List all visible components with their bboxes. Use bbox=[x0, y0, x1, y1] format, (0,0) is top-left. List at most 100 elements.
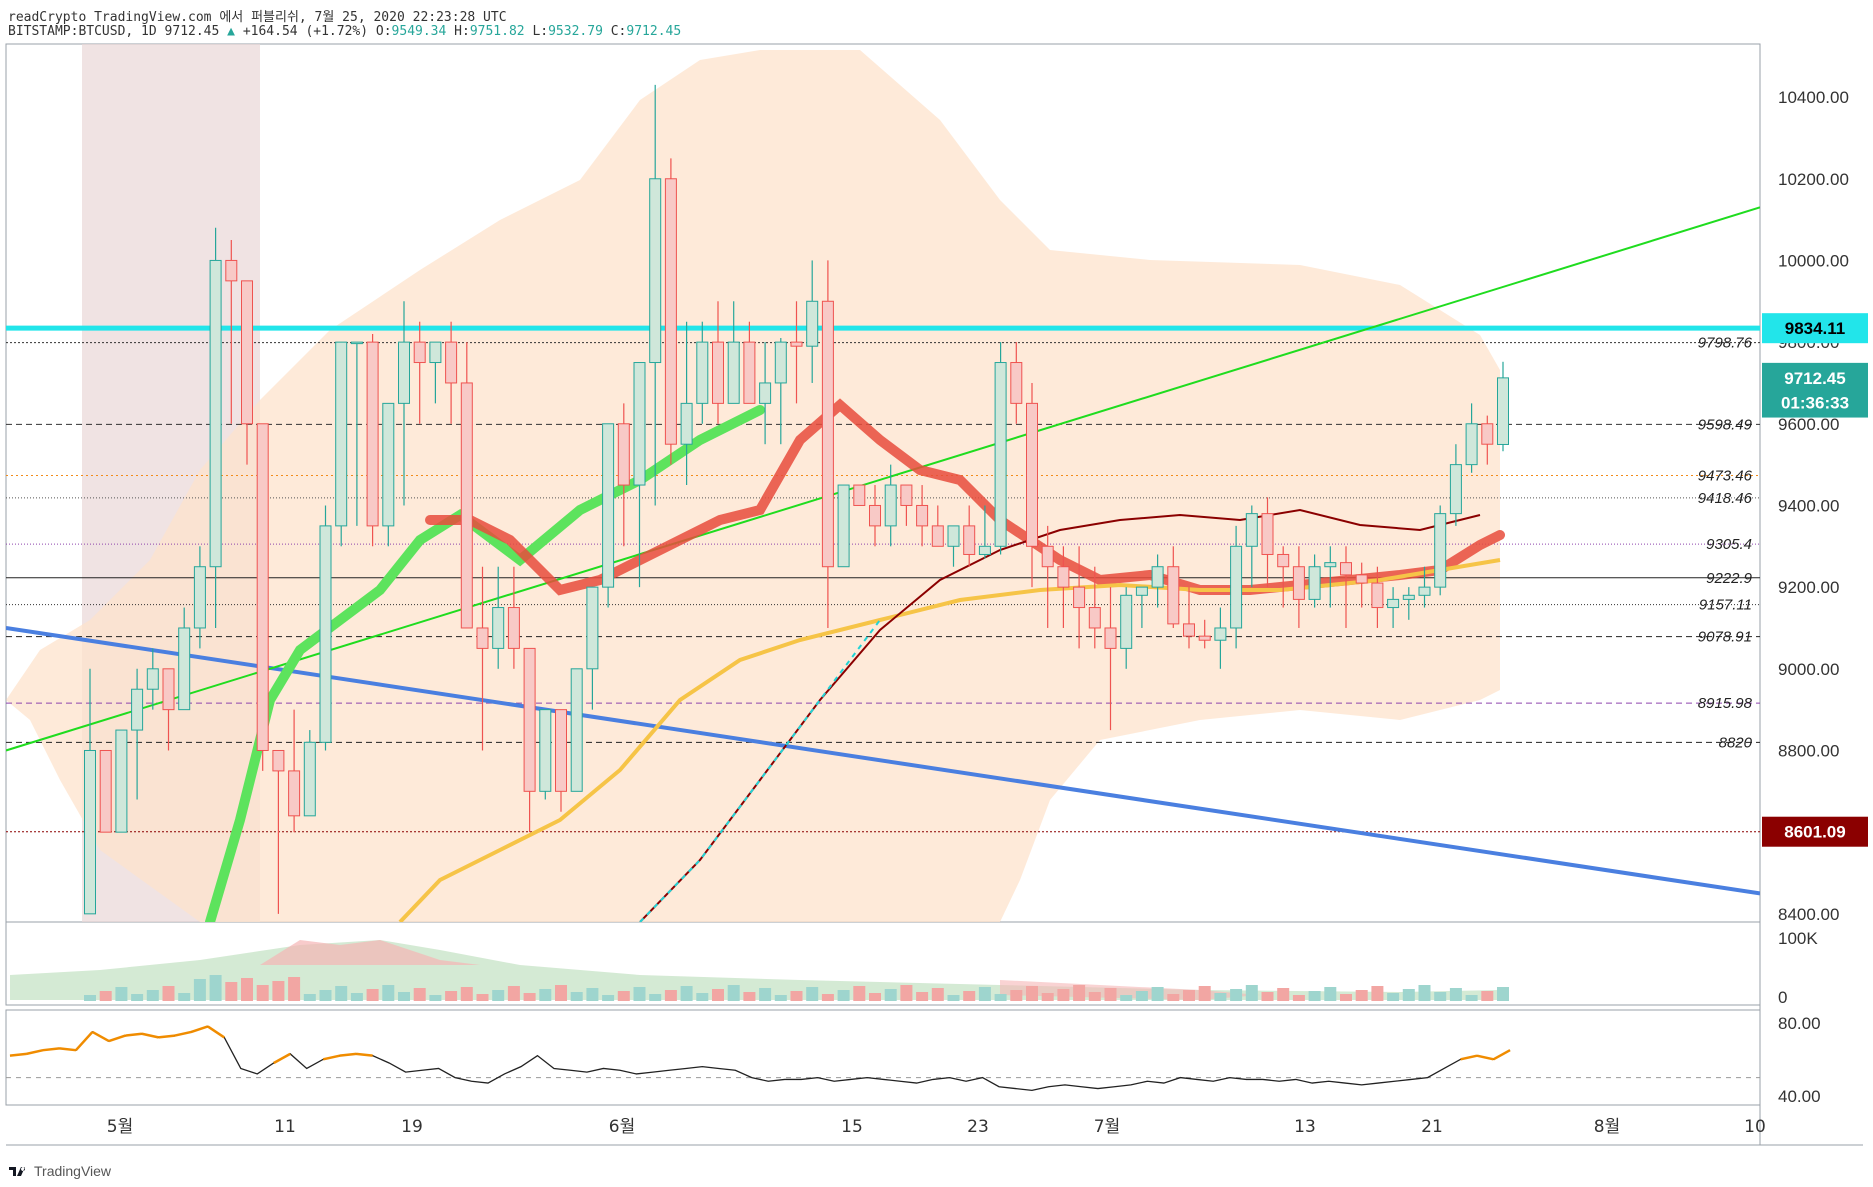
volume-bar bbox=[1230, 989, 1243, 1001]
candle-body bbox=[900, 484, 913, 506]
candle-body bbox=[460, 382, 473, 629]
level-label: 8915.98 bbox=[1698, 695, 1753, 712]
candle-body bbox=[1120, 594, 1133, 649]
candle-body bbox=[1308, 566, 1321, 600]
candle-body bbox=[555, 709, 567, 792]
volume-bar bbox=[821, 994, 834, 1001]
volume-bar bbox=[1057, 989, 1070, 1001]
price-badge-label: 9712.45 bbox=[1784, 369, 1845, 388]
price-badge-label: 8601.09 bbox=[1784, 823, 1845, 842]
volume-bar bbox=[664, 990, 677, 1001]
volume-bar bbox=[1245, 985, 1258, 1001]
candle-body bbox=[209, 259, 222, 568]
time-axis-tick: 11 bbox=[274, 1117, 296, 1137]
price-badge-label: 9834.11 bbox=[1785, 319, 1846, 338]
candle-body bbox=[193, 566, 206, 629]
candle-body bbox=[1387, 598, 1400, 609]
price-axis-tick: 9000.00 bbox=[1778, 660, 1839, 679]
price-badge bbox=[1762, 387, 1868, 418]
oscillator-line bbox=[9, 1025, 1511, 1092]
volume-bar bbox=[1198, 986, 1211, 1001]
publish-header: readCrypto TradingView.com 에서 퍼블리쉬, 7월 2… bbox=[8, 10, 507, 25]
volume-bar bbox=[680, 986, 693, 1001]
candle-body bbox=[712, 341, 724, 404]
candle-body bbox=[225, 259, 238, 282]
candle-body bbox=[727, 341, 740, 404]
volume-bar bbox=[382, 985, 395, 1001]
candle-body bbox=[664, 178, 677, 445]
candle-body bbox=[1245, 513, 1258, 547]
volume-bar bbox=[319, 990, 332, 1001]
candle-body bbox=[1010, 362, 1023, 404]
candle-body bbox=[335, 341, 348, 527]
oscillator-hot-segment bbox=[1492, 1049, 1511, 1061]
tradingview-brand[interactable]: TradingView bbox=[8, 1163, 111, 1179]
volume-bar bbox=[649, 994, 662, 1001]
volume-bar bbox=[617, 991, 630, 1001]
candle-body bbox=[241, 280, 253, 425]
candle-body bbox=[1151, 566, 1164, 588]
candle-body bbox=[602, 423, 615, 588]
candle-body bbox=[115, 729, 128, 833]
volume-bar bbox=[1277, 988, 1290, 1001]
price-badge bbox=[1762, 313, 1868, 344]
oscillator-hot-segment bbox=[158, 1034, 175, 1039]
volume-bar bbox=[429, 995, 442, 1001]
volume-bar bbox=[1104, 988, 1117, 1001]
volume-bar bbox=[1371, 986, 1384, 1001]
time-axis-tick: 8월 bbox=[1594, 1117, 1620, 1137]
volume-bar bbox=[759, 988, 772, 1001]
volume-bar bbox=[413, 988, 426, 1001]
candle-body bbox=[570, 668, 583, 792]
volume-bar bbox=[84, 995, 96, 1001]
candle-body bbox=[1104, 627, 1117, 649]
candle-body bbox=[916, 504, 929, 527]
symbol-label: BITSTAMP:BTCUSD, 1D bbox=[8, 24, 157, 39]
time-axis-tick: 5월 bbox=[107, 1117, 133, 1137]
candle-body bbox=[963, 525, 976, 555]
main-plot: 9798.76 9598.49 9473.46 9418.46 9305.4 9222.9… bbox=[6, 44, 1760, 922]
oscillator-hot-segment bbox=[42, 1047, 60, 1052]
volume-ma-red bbox=[260, 940, 480, 965]
candle-body bbox=[869, 504, 881, 527]
volume-bar bbox=[303, 994, 316, 1001]
oscillator-hot-segment bbox=[75, 1031, 94, 1052]
candle-body bbox=[1198, 635, 1211, 641]
level-label: 9598.49 bbox=[1698, 416, 1753, 433]
price-axis-tick: 8400.00 bbox=[1778, 905, 1839, 924]
price-axis-tick: 9600.00 bbox=[1778, 415, 1839, 434]
volume-bar bbox=[1183, 990, 1195, 1001]
price-axis-tick: 10200.00 bbox=[1778, 170, 1849, 189]
volume-bar bbox=[445, 991, 458, 1001]
volume-bar bbox=[790, 991, 803, 1001]
candle-body bbox=[821, 300, 834, 568]
candle-body bbox=[84, 749, 96, 915]
volume-bar bbox=[1308, 991, 1321, 1001]
volume-bar bbox=[1465, 995, 1478, 1001]
candle-body bbox=[539, 709, 552, 792]
candle-body bbox=[1449, 464, 1462, 515]
time-axis-tick: 15 bbox=[841, 1117, 863, 1137]
volume-bar bbox=[1449, 988, 1462, 1001]
oscillator-hot-segment bbox=[356, 1052, 373, 1057]
oscillator-axis-tick: 80.00 bbox=[1778, 1014, 1821, 1033]
volume-bar bbox=[131, 994, 144, 1001]
candle-body bbox=[178, 627, 191, 711]
volume-bar bbox=[869, 993, 881, 1001]
volume-axis-tick: 100K bbox=[1778, 929, 1818, 948]
volume-bar bbox=[1120, 995, 1133, 1001]
candle-body bbox=[947, 525, 960, 547]
volume-bar bbox=[398, 992, 410, 1001]
candle-body bbox=[146, 668, 159, 690]
candle-body bbox=[523, 647, 536, 792]
candle-body bbox=[649, 178, 662, 364]
candle-body bbox=[759, 382, 772, 404]
volume-bar bbox=[1481, 991, 1494, 1001]
volume-bar bbox=[256, 985, 269, 1001]
candle-body bbox=[1355, 574, 1368, 584]
candle-body bbox=[131, 688, 144, 731]
volume-bar bbox=[1261, 992, 1274, 1001]
price-badge bbox=[1762, 816, 1868, 847]
candle-body bbox=[837, 484, 850, 568]
